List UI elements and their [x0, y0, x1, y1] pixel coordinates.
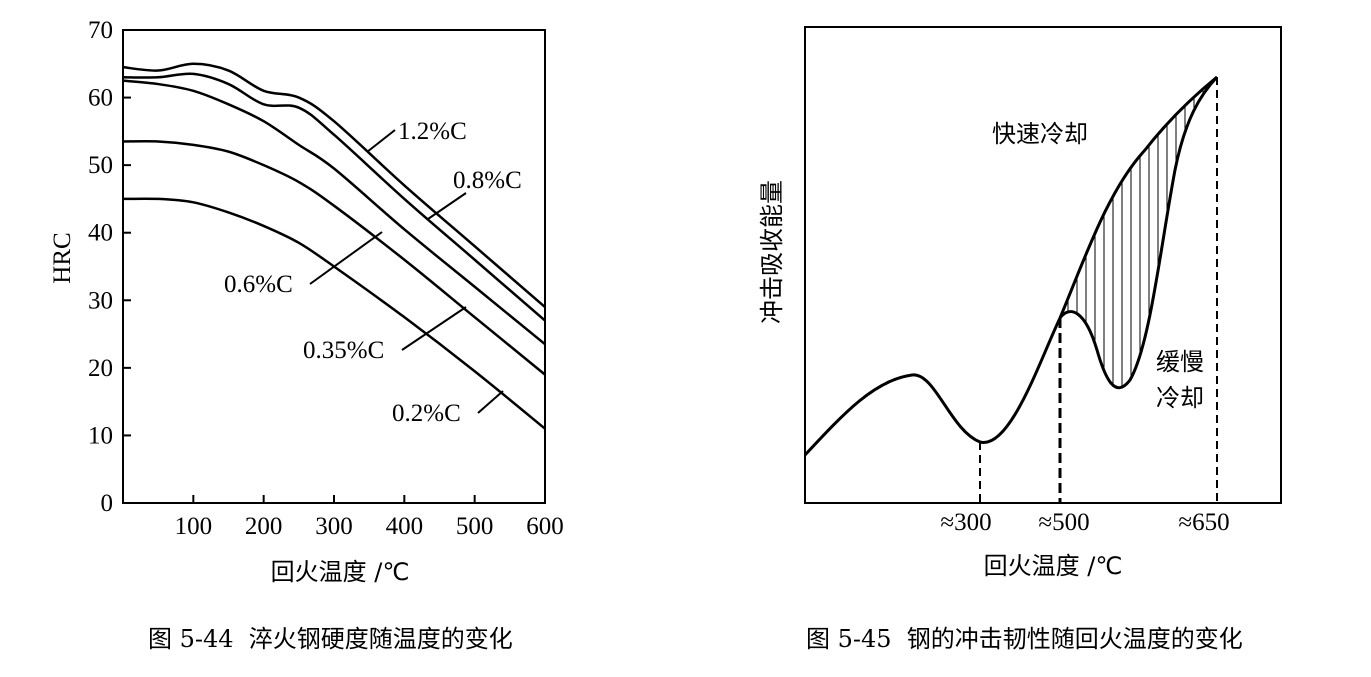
x-tick-label: 400 — [386, 513, 424, 540]
tick-500: ≈500 — [1038, 509, 1089, 536]
hardness-series — [122, 62, 546, 430]
hardness-curve-0-35-C — [122, 139, 546, 376]
x-tick-label: 500 — [456, 513, 494, 540]
hardness-ticks: 0 10 20 30 40 50 60 70 100 200 300 400 500 600 — [88, 17, 564, 540]
y-tick-label: 70 — [88, 17, 113, 44]
hardness-caption: 图 5-44 淬火钢硬度随温度的变化 — [148, 625, 513, 653]
impact-y-axis-label: 冲击吸收能量 — [758, 180, 786, 324]
y-tick-label: 20 — [88, 355, 113, 382]
hardness-leader-lines — [309, 129, 504, 414]
tick-650: ≈650 — [1178, 509, 1229, 536]
impact-x-axis-label: 回火温度 /℃ — [984, 552, 1123, 580]
hardness-y-axis-label: HRC — [49, 232, 76, 283]
impact-plot-frame — [804, 26, 1282, 504]
x-tick-label: 200 — [245, 513, 283, 540]
fast-cooling-label: 快速冷却 — [992, 120, 1088, 148]
y-tick-label: 10 — [88, 422, 113, 449]
hardness-curve-0-6-C — [122, 79, 546, 346]
impact-caption: 图 5-45 钢的冲击韧性随回火温度的变化 — [806, 625, 1243, 653]
fast-cooling-curve — [803, 75, 1218, 457]
slow-cooling-label-line1: 缓慢 — [1156, 348, 1204, 376]
tick-300: ≈300 — [940, 509, 991, 536]
hardness-curve-0-8-C — [122, 72, 546, 322]
x-tick-label: 600 — [526, 513, 564, 540]
impact-hatched-region — [1067, 81, 1213, 388]
leader-0-6c — [309, 231, 383, 285]
y-tick-label: 60 — [88, 85, 113, 112]
label-1-2c: 1.2%C — [398, 118, 467, 145]
label-0-8c: 0.8%C — [453, 167, 522, 194]
leader-0-2c — [477, 390, 504, 414]
hardness-x-axis-label: 回火温度 /℃ — [271, 558, 410, 586]
y-tick-label: 40 — [88, 220, 113, 247]
x-tick-label: 300 — [315, 513, 353, 540]
label-0-35c: 0.35%C — [303, 337, 384, 364]
y-tick-label: 50 — [88, 152, 113, 179]
hardness-curve-0-2-C — [122, 197, 546, 430]
label-0-6c: 0.6%C — [224, 271, 293, 298]
hardness-curve-1-2-C — [122, 62, 546, 308]
slow-cooling-label-line2: 冷却 — [1156, 384, 1204, 412]
leader-1-2c — [366, 129, 396, 153]
impact-chart: ≈300 ≈500 ≈650 快速冷却 缓慢 冷却 回火温度 /℃ 冲击吸收能量… — [758, 26, 1282, 653]
y-tick-label: 0 — [101, 490, 114, 517]
leader-0-35c — [401, 306, 467, 351]
leader-0-8c — [427, 192, 467, 220]
label-0-2c: 0.2%C — [392, 400, 461, 427]
y-tick-label: 30 — [88, 287, 113, 314]
x-tick-label: 100 — [175, 513, 213, 540]
slow-cooling-curve — [1058, 75, 1219, 390]
